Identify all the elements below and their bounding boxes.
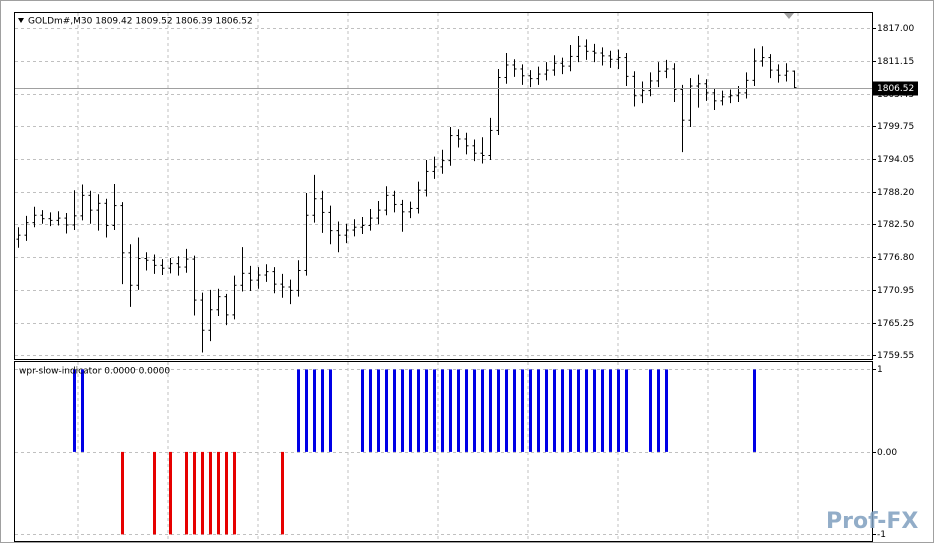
indicator-bar [409,369,412,452]
indicator-bar [329,369,332,452]
indicator-bar [361,369,364,452]
indicator-bar [401,369,404,452]
y-tick-label: 1794.05 [877,155,914,165]
indicator-bar [625,369,628,452]
indicator-bar [665,369,668,452]
watermark: Prof-FX [826,509,918,534]
indicator-bar [473,369,476,452]
y-tick-label: 1770.95 [877,286,914,296]
indicator-bar [537,369,540,452]
indicator-bar [657,369,660,452]
y-tick-label: 1 [877,365,883,375]
indicator-bar [513,369,516,452]
indicator-bar [297,369,300,452]
chart-shift-marker[interactable] [784,13,794,19]
y-tick-label: 1765.25 [877,319,914,329]
chart-title: GOLDm#,M30 1809.42 1809.52 1806.39 1806.… [28,17,253,27]
indicator-bar [753,369,756,452]
indicator-bar [73,369,76,452]
indicator-bar [529,369,532,452]
indicator-bar [169,451,172,535]
indicator-bar [585,369,588,452]
indicator-bar [225,451,228,535]
indicator-bar [193,451,196,535]
current-price-box [873,81,918,96]
indicator-title: wpr-slow-indicator 0.0000 0.0000 [19,367,170,377]
y-tick-label: 1811.15 [877,57,914,67]
indicator-bar [377,369,380,452]
indicator-bar [313,369,316,452]
y-tick-label: 1788.20 [877,188,914,198]
indicator-bar [201,451,204,535]
indicator-bar [281,451,284,535]
indicator-bar [649,369,652,452]
y-tick-label: 1817.00 [877,24,914,34]
indicator-bar [321,369,324,452]
indicator-bar [449,369,452,452]
indicator-bar [153,451,156,535]
indicator-bar [217,451,220,535]
symbol-menu-icon[interactable] [18,18,24,23]
indicator-bar [489,369,492,452]
indicator-bar [121,451,124,535]
indicator-bar [545,369,548,452]
current-price-label: 1806.52 [877,84,914,94]
y-tick-label: 1776.80 [877,253,914,263]
indicator-bar [505,369,508,452]
indicator-bar [569,369,572,452]
price-panel [14,12,873,360]
indicator-bar [601,369,604,452]
indicator-bar [209,451,212,535]
indicator-bar [617,369,620,452]
indicator-bar [425,369,428,452]
indicator-bar [497,369,500,452]
indicator-bar [433,369,436,452]
plot-layer: 1817.001811.151805.451799.751794.051788.… [15,13,918,541]
indicator-bar [441,369,444,452]
indicator-bar [465,369,468,452]
indicator-bar [553,369,556,452]
y-tick-label: 1759.55 [877,351,914,361]
y-tick-label: 1782.50 [877,220,914,230]
indicator-bar [521,369,524,452]
indicator-bar [233,451,236,535]
indicator-bar [369,369,372,452]
indicator-bar [393,369,396,452]
indicator-bar [593,369,596,452]
indicator-bar [305,369,308,452]
indicator-bar [481,369,484,452]
y-tick-label: 0.00 [877,448,897,458]
indicator-bar [185,451,188,535]
y-tick-label: -1 [877,530,886,540]
indicator-bar [561,369,564,452]
indicator-bar [81,369,84,452]
indicator-bar [577,369,580,452]
y-tick-label: 1799.75 [877,122,914,132]
indicator-bar [417,369,420,452]
indicator-bar [609,369,612,452]
indicator-bar [385,369,388,452]
indicator-bar [457,369,460,452]
